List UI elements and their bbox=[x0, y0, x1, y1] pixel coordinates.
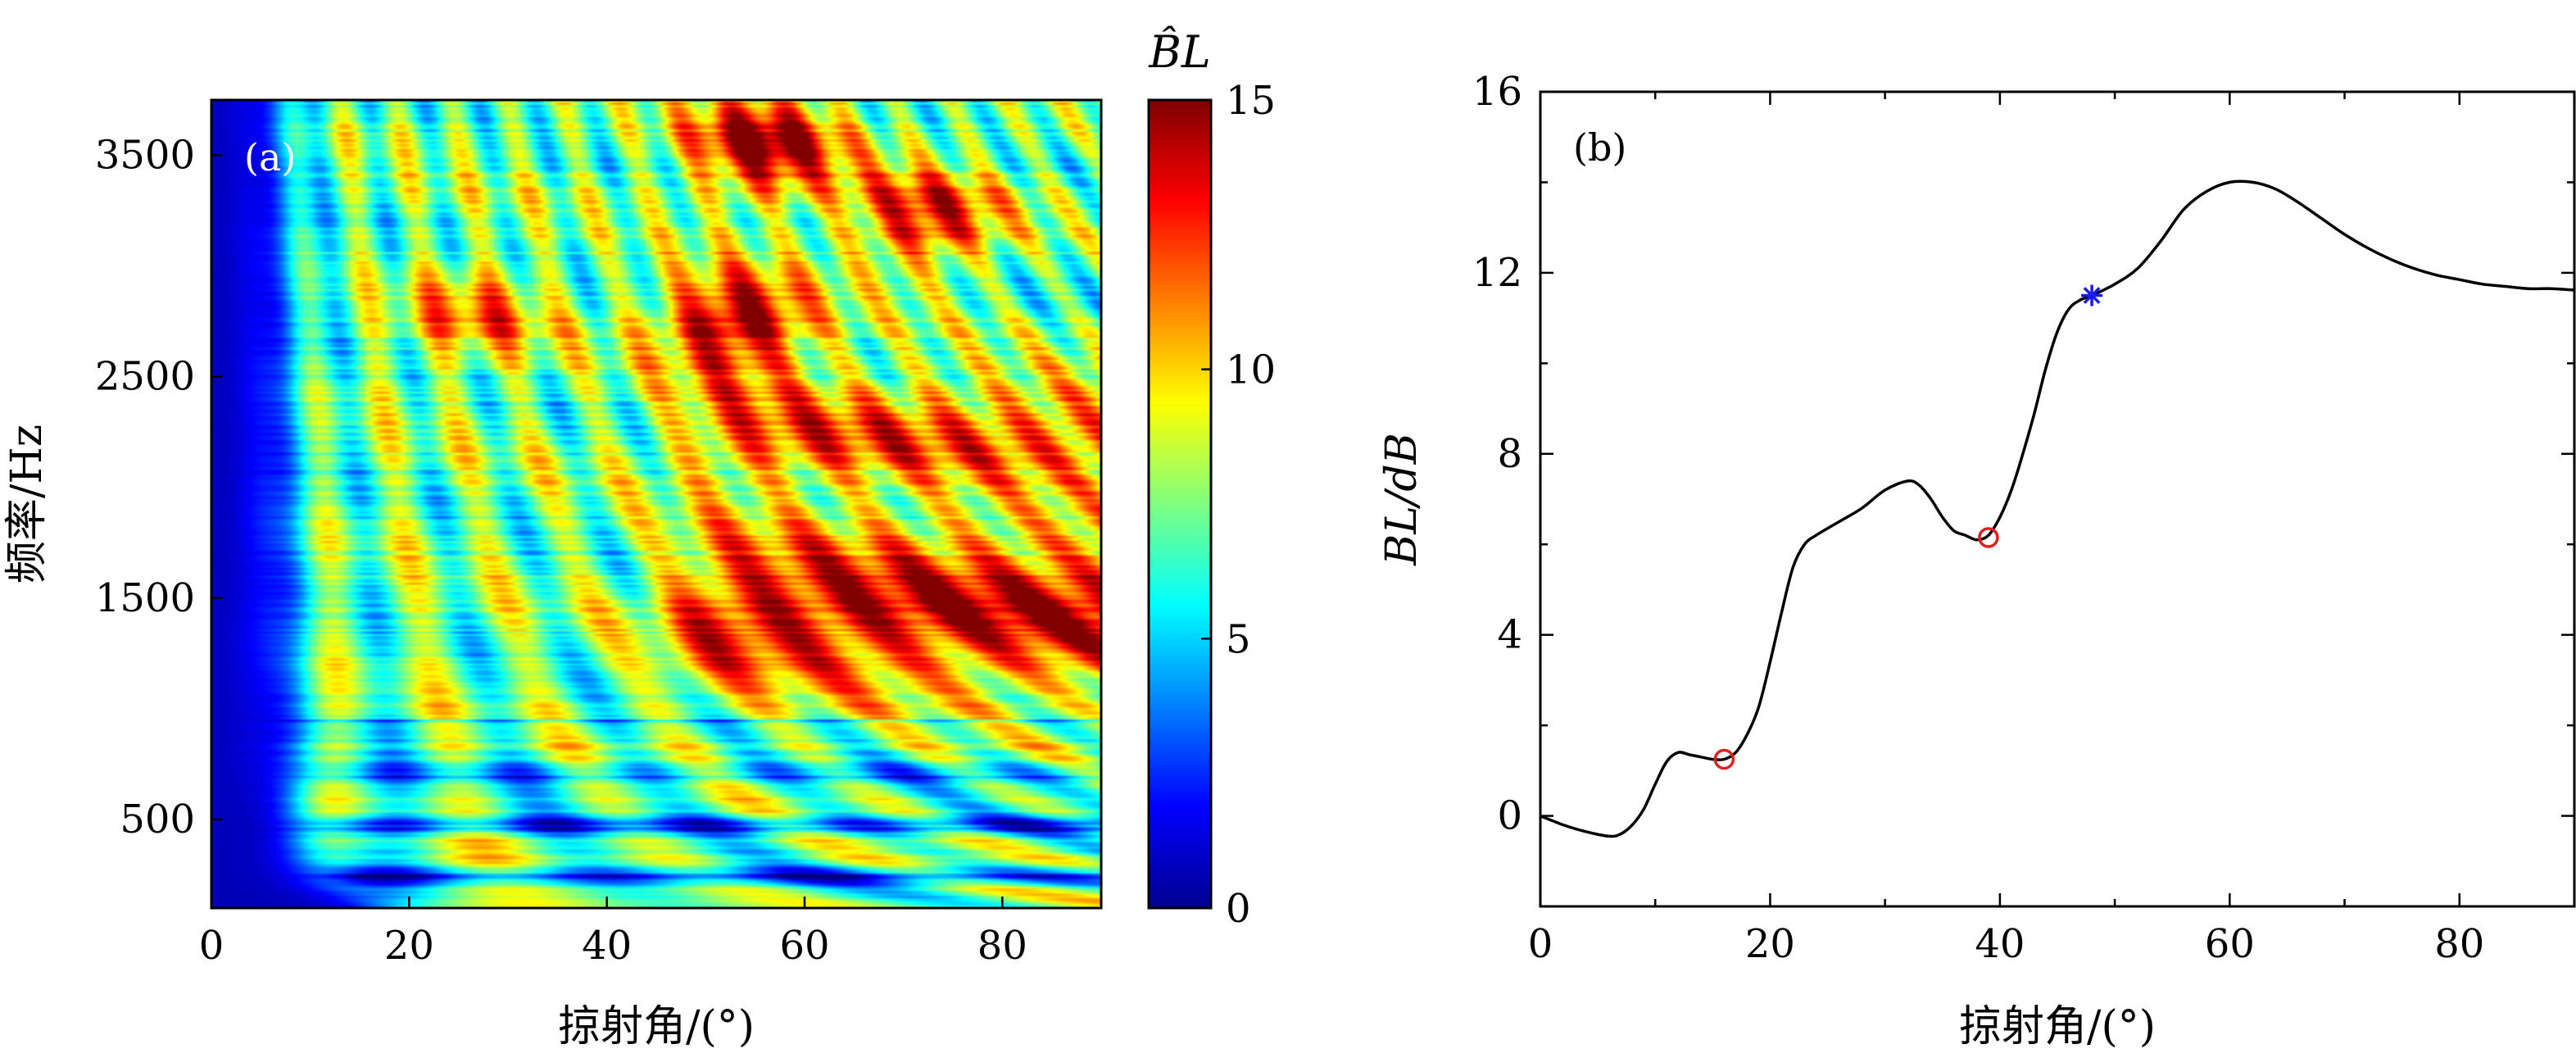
line-x-axis-label: 掠射角/(°) bbox=[1959, 1002, 2156, 1051]
circle-marker bbox=[1978, 527, 1999, 548]
heatmap-image bbox=[211, 100, 1101, 908]
line-plot-frame bbox=[1539, 90, 2576, 908]
heatmap-x-tick-label: 0 bbox=[199, 923, 224, 969]
line-y-tick-label: 0 bbox=[1497, 793, 1522, 839]
line-y-tick-label: 12 bbox=[1472, 250, 1522, 296]
line-x-tick-label: 80 bbox=[2434, 921, 2484, 967]
line-x-ticks: 0 20 40 60 80 bbox=[1528, 92, 2576, 967]
line-y-ticks: 0 4 8 12 16 bbox=[1472, 69, 2574, 908]
panel-label-a: (a) bbox=[244, 135, 296, 179]
bl-series-line bbox=[1540, 179, 2575, 838]
line-y-tick-label: 16 bbox=[1472, 69, 1522, 115]
line-markers-group bbox=[1713, 284, 2103, 770]
heatmap-y-tick-label: 500 bbox=[120, 797, 195, 842]
colorbar: 0 5 10 15 B̂L bbox=[1147, 25, 1276, 932]
heatmap-x-ticks: 0 20 40 60 80 bbox=[199, 897, 1027, 969]
panel-label-b: (b) bbox=[1573, 125, 1626, 170]
heatmap-x-tick-label: 20 bbox=[384, 923, 434, 969]
line-x-tick-label: 0 bbox=[1528, 921, 1553, 967]
line-y-axis-label: BL/dB bbox=[1377, 433, 1426, 566]
line-x-tick-label: 40 bbox=[1975, 921, 2025, 967]
asterisk-stroke bbox=[2083, 287, 2101, 304]
line-y-tick-label: 4 bbox=[1497, 612, 1522, 658]
heatmap-x-axis-label: 掠射角/(°) bbox=[558, 1002, 755, 1051]
heatmap-y-tick-label: 1500 bbox=[95, 575, 195, 621]
heatmap-y-tick-label: 2500 bbox=[95, 354, 195, 400]
colorbar-gradient bbox=[1147, 98, 1213, 910]
heatmap-x-tick-label: 80 bbox=[977, 923, 1027, 969]
colorbar-ticks: 0 5 10 15 bbox=[1201, 78, 1276, 932]
heatmap-y-ticks: 500 1500 2500 3500 bbox=[95, 133, 223, 842]
asterisk-marker bbox=[2081, 284, 2103, 307]
colorbar-tick-label: 0 bbox=[1226, 886, 1251, 932]
line-x-tick-label: 60 bbox=[2205, 921, 2255, 967]
heatmap-x-tick-label: 40 bbox=[582, 923, 632, 969]
circle-marker bbox=[1713, 748, 1735, 770]
heatmap-x-tick-label: 60 bbox=[779, 923, 829, 969]
heatmap-panel: 0 20 40 60 80 500 1500 2500 3500 (a) 掠射角/(°) 频率… bbox=[2, 98, 1103, 1051]
colorbar-tick-label: 10 bbox=[1226, 347, 1276, 393]
heatmap-frame bbox=[210, 98, 1103, 910]
line-x-tick-label: 20 bbox=[1745, 921, 1795, 967]
line-panel: 0 20 40 60 80 0 4 8 12 16 (b) 掠射角/(°) BL/dB bbox=[1377, 69, 2576, 1051]
colorbar-tick-label: 5 bbox=[1226, 616, 1251, 662]
colorbar-label: B̂L bbox=[1148, 25, 1211, 78]
heatmap-y-tick-label: 3500 bbox=[95, 133, 195, 179]
heatmap-y-axis-label: 频率/Hz bbox=[2, 425, 52, 583]
colorbar-tick-label: 15 bbox=[1226, 78, 1276, 124]
line-series-group bbox=[1540, 179, 2575, 838]
line-y-tick-label: 8 bbox=[1497, 431, 1522, 477]
